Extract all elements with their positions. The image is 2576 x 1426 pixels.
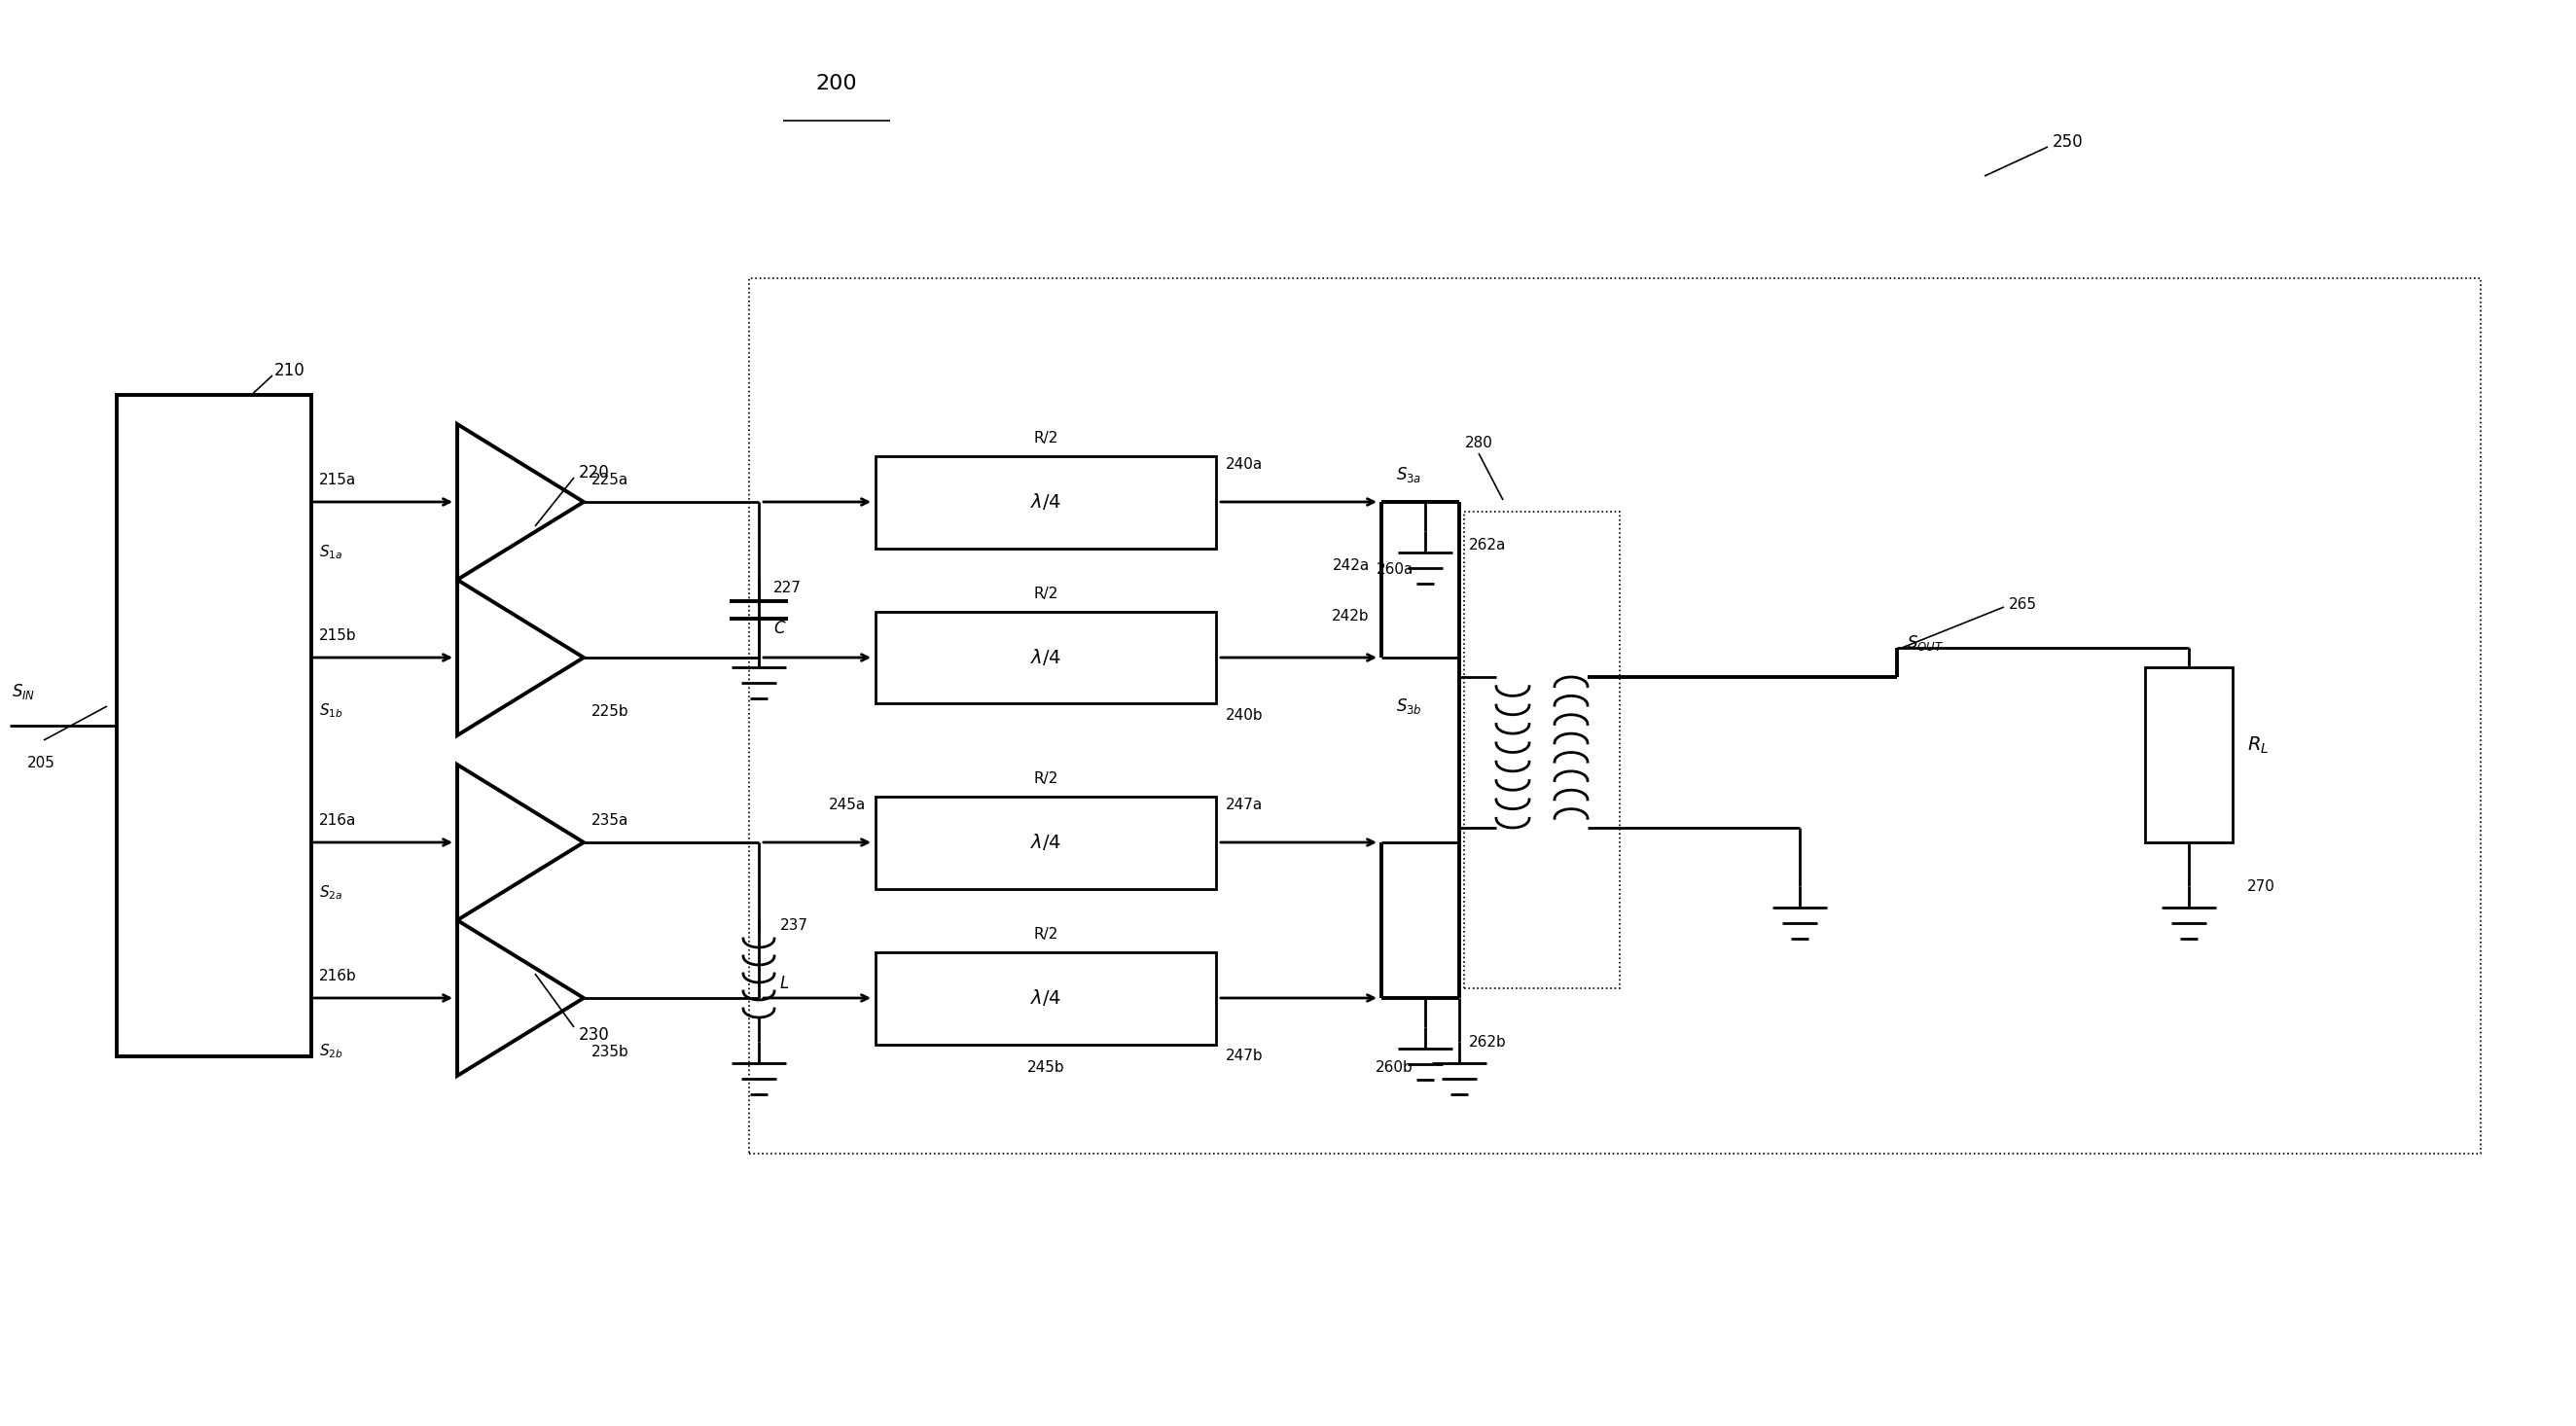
Text: $\lambda/4$: $\lambda/4$ [1030, 492, 1061, 512]
Text: $S_{1b}$: $S_{1b}$ [319, 702, 343, 720]
Text: 216b: 216b [319, 970, 358, 984]
Text: R/2: R/2 [1033, 431, 1059, 445]
Text: $S_{1a}$: $S_{1a}$ [319, 543, 343, 562]
Text: 240b: 240b [1226, 709, 1262, 723]
Text: $R_L$: $R_L$ [2246, 734, 2269, 756]
Text: 280: 280 [1466, 436, 1492, 451]
Text: 242b: 242b [1332, 609, 1370, 625]
Text: 220: 220 [580, 463, 611, 482]
Text: 242a: 242a [1332, 558, 1370, 572]
Text: 240a: 240a [1226, 458, 1262, 472]
Text: $S_{3b}$: $S_{3b}$ [1396, 696, 1422, 716]
Text: 200: 200 [817, 74, 858, 93]
Text: 270: 270 [2246, 878, 2275, 894]
Text: $S_{OUT}$: $S_{OUT}$ [1906, 633, 1945, 653]
Text: 265: 265 [2009, 596, 2038, 612]
Text: $S_{IN}$: $S_{IN}$ [13, 682, 36, 702]
Bar [876, 456, 1216, 548]
Text: 210: 210 [273, 362, 304, 379]
Text: $S_{2b}$: $S_{2b}$ [319, 1042, 343, 1061]
Text: $S_{2a}$: $S_{2a}$ [319, 884, 343, 903]
Text: 260a: 260a [1376, 563, 1414, 578]
Bar [116, 395, 312, 1057]
Text: $S_{3a}$: $S_{3a}$ [1396, 465, 1422, 485]
Text: 205: 205 [28, 756, 54, 770]
Text: 250: 250 [2053, 133, 2084, 151]
Text: 262a: 262a [1468, 539, 1507, 553]
Bar [876, 951, 1216, 1044]
Text: C: C [773, 620, 786, 637]
Text: 235b: 235b [592, 1044, 629, 1058]
Text: 215a: 215a [319, 473, 355, 488]
Text: 230: 230 [580, 1027, 611, 1044]
Text: R/2: R/2 [1033, 586, 1059, 602]
Text: 237: 237 [781, 918, 809, 933]
Bar [876, 612, 1216, 704]
Text: $\lambda/4$: $\lambda/4$ [1030, 988, 1061, 1008]
Text: L: L [781, 974, 788, 992]
Text: 245b: 245b [1028, 1061, 1064, 1075]
Text: 227: 227 [773, 580, 801, 595]
Bar [2146, 667, 2233, 843]
Text: $\lambda/4$: $\lambda/4$ [1030, 833, 1061, 853]
Text: 245a: 245a [829, 799, 866, 813]
Text: 262b: 262b [1468, 1034, 1507, 1050]
Text: 260b: 260b [1376, 1061, 1414, 1075]
Text: 247b: 247b [1226, 1050, 1262, 1064]
Text: 225b: 225b [592, 704, 629, 719]
Text: 235a: 235a [592, 814, 629, 829]
Text: 216a: 216a [319, 814, 355, 829]
Text: $\lambda/4$: $\lambda/4$ [1030, 647, 1061, 667]
Text: 225a: 225a [592, 473, 629, 488]
Bar [876, 796, 1216, 888]
Text: R/2: R/2 [1033, 771, 1059, 786]
Bar [1463, 512, 1620, 988]
Text: R/2: R/2 [1033, 927, 1059, 941]
Text: 247a: 247a [1226, 799, 1262, 813]
Text: 215b: 215b [319, 629, 355, 643]
Bar [750, 278, 2481, 1154]
